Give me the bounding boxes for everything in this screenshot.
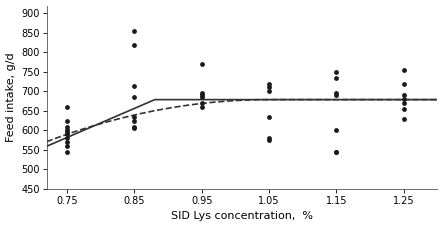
- Point: [400, 117, 407, 121]
- Point: [63, 105, 70, 109]
- Y-axis label: Feed intake, g/d: Feed intake, g/d: [6, 52, 16, 142]
- X-axis label: SID Lys concentration,  %: SID Lys concentration, %: [171, 211, 313, 222]
- Point: [333, 76, 340, 79]
- Point: [400, 97, 407, 101]
- Point: [265, 90, 272, 93]
- Point: [131, 43, 138, 46]
- Point: [198, 105, 205, 109]
- Point: [63, 133, 70, 136]
- Point: [131, 115, 138, 118]
- Point: [400, 94, 407, 97]
- Point: [63, 140, 70, 144]
- Point: [400, 68, 407, 72]
- Point: [131, 125, 138, 128]
- Point: [265, 136, 272, 140]
- Point: [333, 150, 340, 154]
- Point: [63, 136, 70, 140]
- Point: [265, 115, 272, 118]
- Point: [400, 82, 407, 85]
- Point: [131, 95, 138, 99]
- Point: [333, 129, 340, 132]
- Point: [63, 129, 70, 132]
- Point: [265, 82, 272, 85]
- Point: [63, 119, 70, 123]
- Point: [400, 107, 407, 111]
- Point: [333, 70, 340, 74]
- Point: [265, 86, 272, 89]
- Point: [333, 150, 340, 154]
- Point: [333, 94, 340, 97]
- Point: [131, 84, 138, 87]
- Point: [400, 101, 407, 105]
- Point: [198, 101, 205, 105]
- Point: [198, 62, 205, 66]
- Point: [198, 91, 205, 95]
- Point: [333, 91, 340, 95]
- Point: [63, 144, 70, 148]
- Point: [265, 138, 272, 142]
- Point: [63, 125, 70, 128]
- Point: [131, 127, 138, 130]
- Point: [198, 95, 205, 99]
- Point: [63, 131, 70, 134]
- Point: [63, 150, 70, 154]
- Point: [198, 94, 205, 97]
- Point: [131, 29, 138, 33]
- Point: [131, 119, 138, 123]
